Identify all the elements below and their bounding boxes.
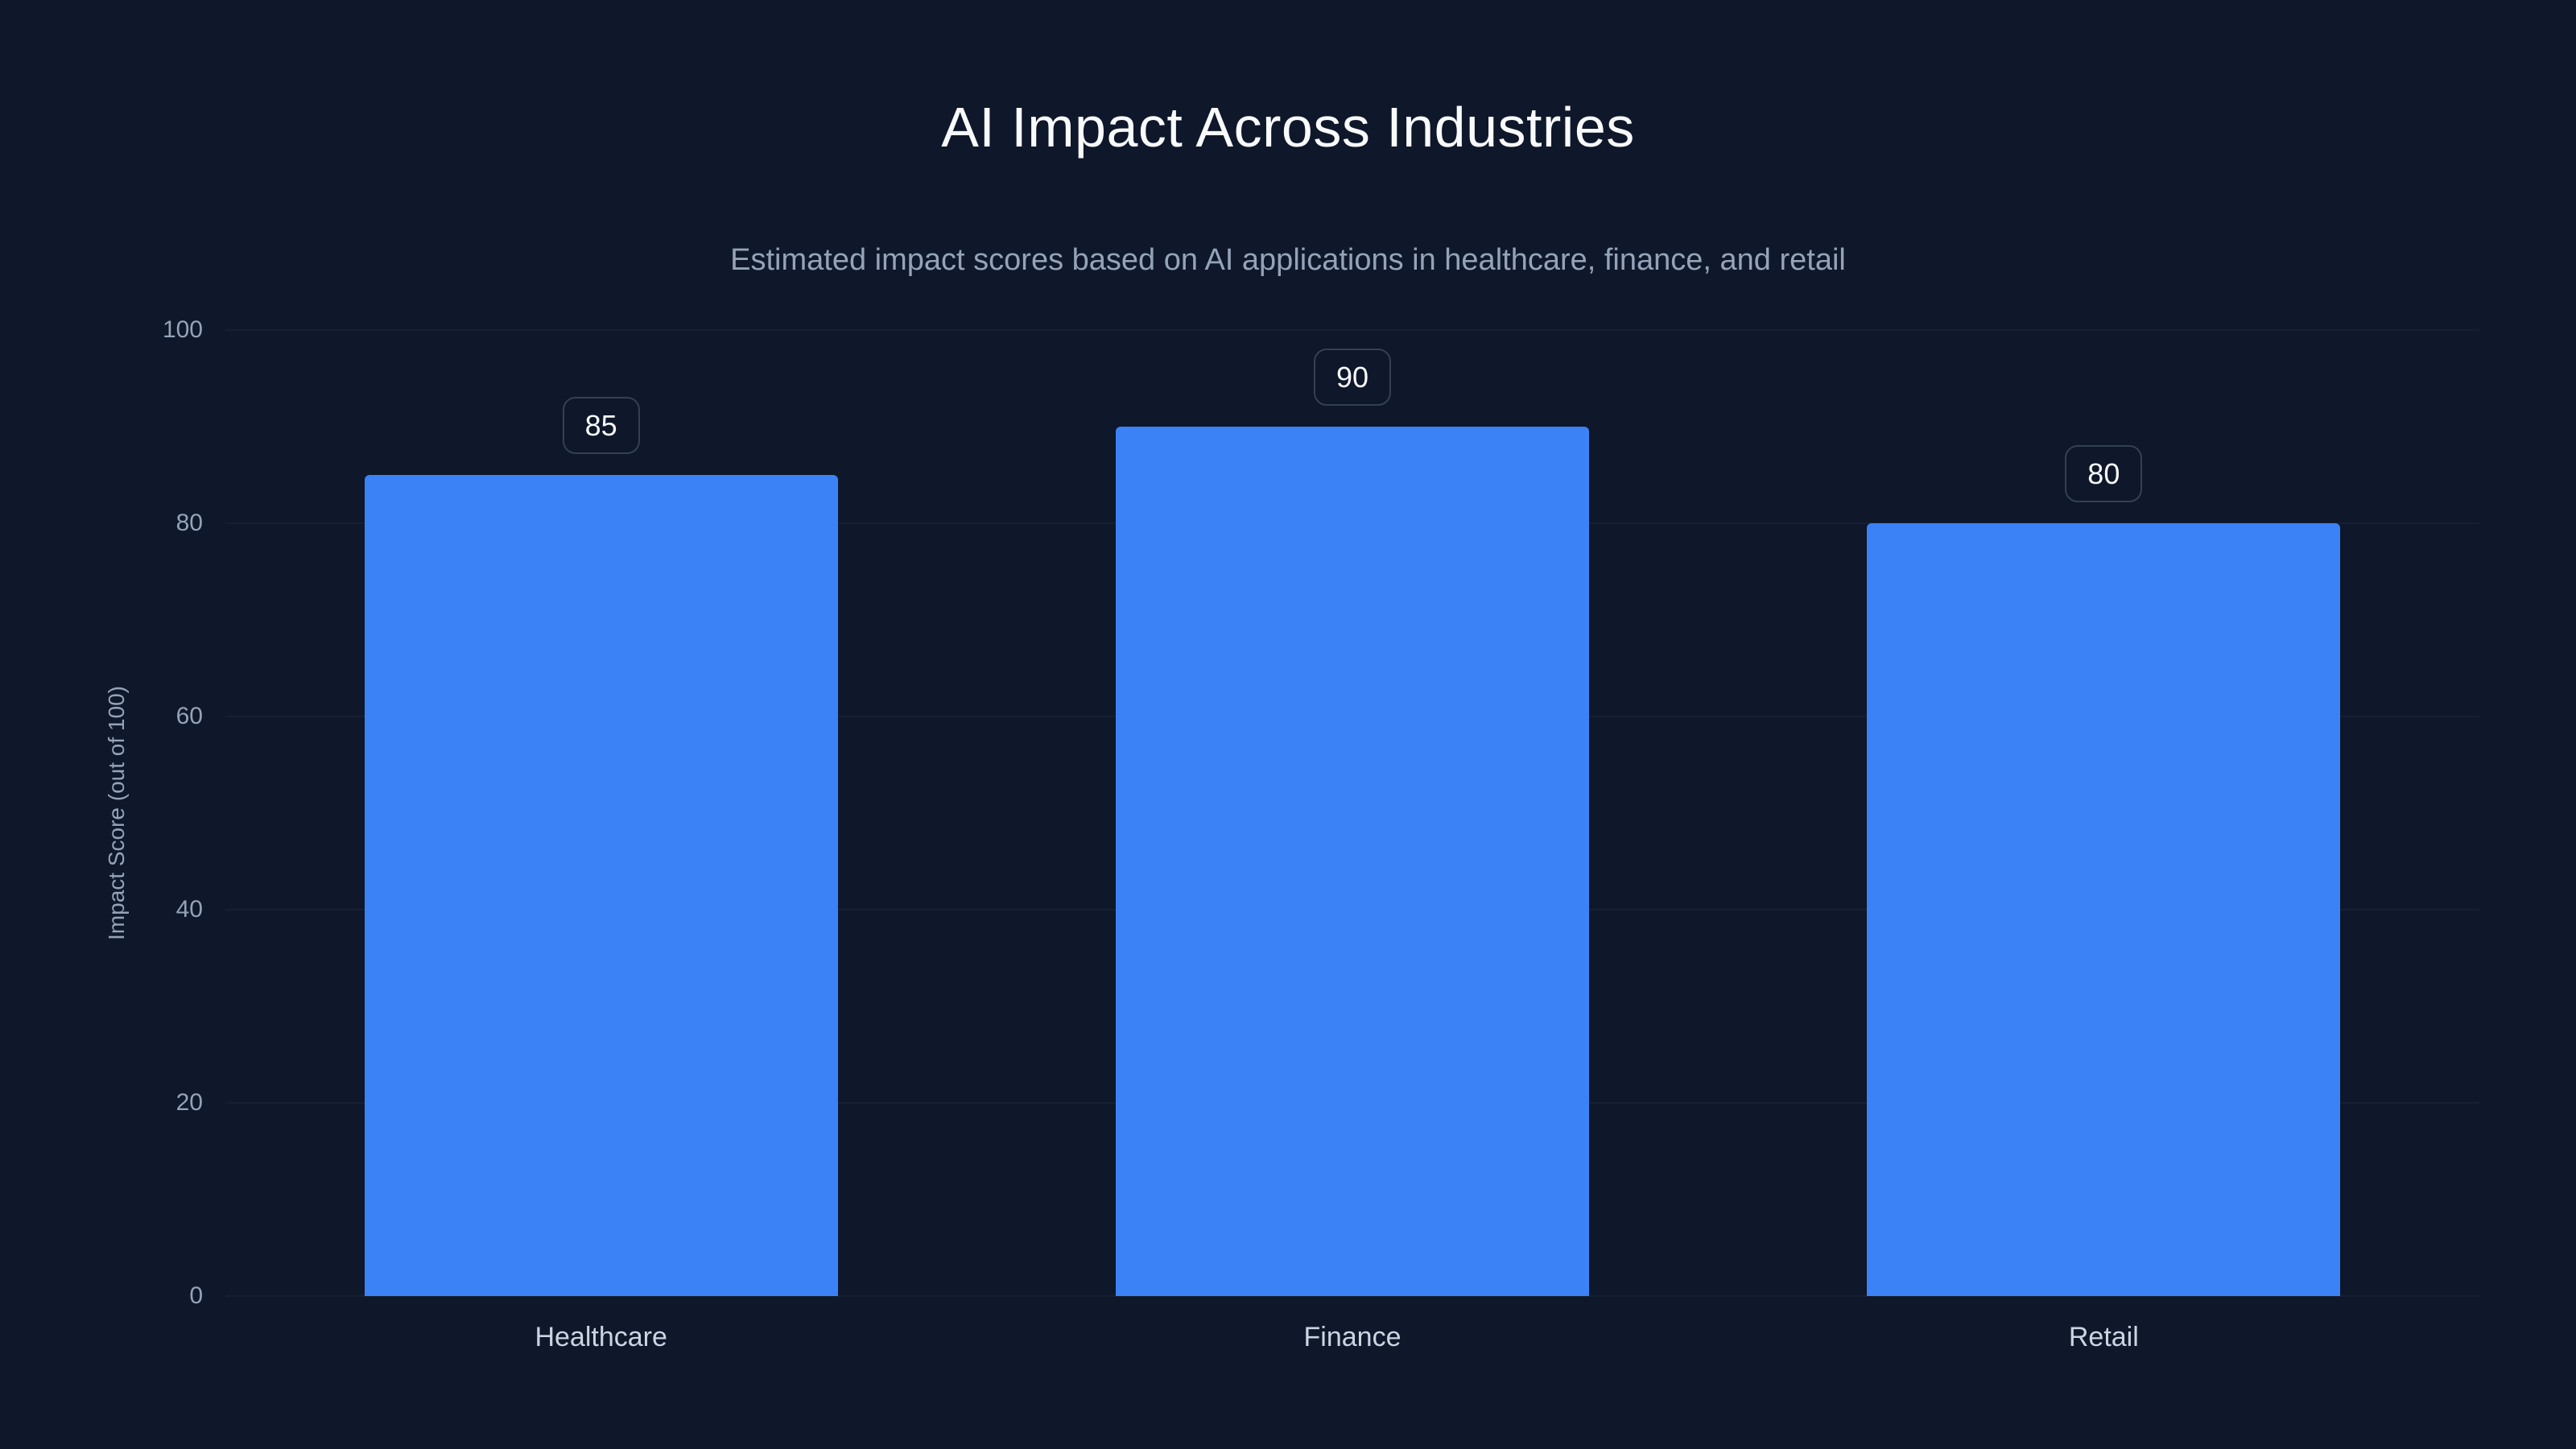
y-axis-title: Impact Score (out of 100) bbox=[104, 686, 129, 940]
gridline-100 bbox=[225, 329, 2479, 331]
plot-area: 0 20 40 60 80 100 85 Healthcare 90 Finance 80 Retai… bbox=[163, 316, 2479, 1352]
x-tick-label-retail: Retail bbox=[2068, 1322, 2139, 1352]
chart-subtitle: Estimated impact scores based on AI appl… bbox=[730, 243, 1846, 277]
y-tick-label-40: 40 bbox=[175, 896, 203, 923]
bar-finance bbox=[1116, 427, 1589, 1296]
y-tick-label-60: 60 bbox=[175, 703, 203, 729]
gridline-0 bbox=[225, 1295, 2479, 1297]
x-tick-label-finance: Finance bbox=[1303, 1322, 1402, 1352]
x-tick-label-healthcare: Healthcare bbox=[535, 1322, 667, 1352]
y-tick-label-0: 0 bbox=[189, 1282, 203, 1309]
value-badge-retail: 80 bbox=[2065, 444, 2143, 502]
bar-healthcare bbox=[364, 475, 838, 1296]
y-tick-label-20: 20 bbox=[175, 1089, 203, 1116]
value-badge-finance: 90 bbox=[1313, 348, 1392, 406]
chart-title: AI Impact Across Industries bbox=[941, 96, 1635, 159]
y-tick-label-100: 100 bbox=[162, 316, 203, 343]
value-badge-healthcare: 85 bbox=[562, 396, 640, 454]
bar-retail bbox=[1867, 523, 2341, 1296]
y-tick-label-80: 80 bbox=[175, 510, 203, 536]
